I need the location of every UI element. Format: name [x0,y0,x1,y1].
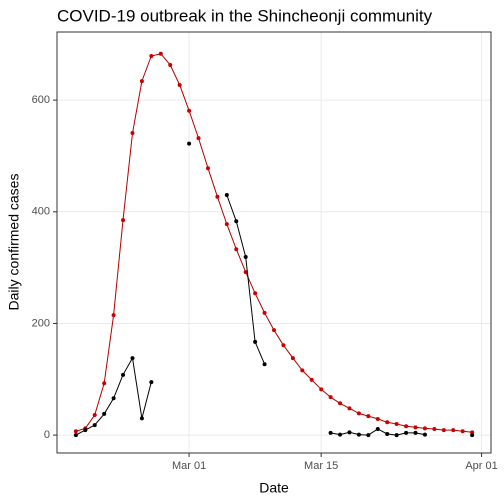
data-point [404,430,409,435]
data-point [300,368,305,373]
data-point [205,166,210,171]
data-point [92,423,97,428]
data-point [441,428,446,433]
data-point [139,416,144,421]
data-point [111,313,116,318]
data-point [149,380,154,385]
plot-background [57,32,491,453]
data-point [234,247,239,252]
data-point [385,432,390,437]
data-point [102,411,107,416]
data-point [102,381,107,386]
data-point [366,433,371,438]
data-point [338,432,343,437]
data-point [328,395,333,400]
data-point [385,420,390,425]
data-point [413,425,418,430]
data-point [177,83,182,88]
data-point [187,141,192,146]
data-point [272,328,276,333]
data-point [470,430,475,435]
data-point [253,291,258,296]
data-point [460,429,465,434]
data-point [130,131,135,136]
x-tick-label: Mar 01 [172,460,206,472]
data-point [394,433,399,438]
data-point [347,406,352,411]
x-axis-label: Date [259,480,289,496]
data-point [149,54,154,59]
data-point [422,432,427,437]
y-tick-label: 400 [32,206,50,218]
data-point [432,426,437,431]
data-point [243,255,248,260]
data-point [111,396,116,401]
y-axis-label: Daily confirmed cases [6,174,22,311]
plot-border [56,31,492,454]
data-point [73,433,78,438]
data-point [215,194,220,199]
data-point [139,79,144,84]
data-point [243,270,248,275]
data-point [121,218,126,223]
data-point [224,193,229,198]
data-point [347,430,352,435]
x-tick-label: Mar 15 [304,460,338,472]
data-point [470,433,475,438]
data-point [262,310,267,315]
data-point [366,414,371,419]
data-point [73,429,78,434]
data-point [168,62,173,67]
data-point [234,219,239,224]
data-point [309,377,314,382]
chart-title: COVID-19 outbreak in the Shincheonji com… [57,6,433,25]
data-point [413,430,418,435]
x-tick-label: Apr 01 [465,460,497,472]
data-point [338,401,343,406]
y-tick-label: 200 [32,317,50,329]
data-point [394,421,399,426]
data-point [224,222,229,227]
data-point [356,432,361,437]
data-point [187,108,192,113]
data-point [451,428,456,433]
data-point [130,356,135,361]
data-point [422,426,427,431]
data-point [92,413,97,418]
data-point [375,416,380,421]
data-point [319,387,324,392]
data-point [253,339,258,344]
data-point [375,426,380,431]
data-point [158,51,163,56]
data-point [281,343,286,348]
data-point [404,424,409,429]
data-point [290,356,295,361]
y-tick-label: 0 [44,429,50,441]
data-point [83,428,88,433]
data-point [356,411,361,416]
data-point [196,136,201,141]
data-point [328,430,333,435]
data-point [121,372,126,377]
y-tick-label: 600 [32,94,50,106]
data-point [262,362,267,367]
